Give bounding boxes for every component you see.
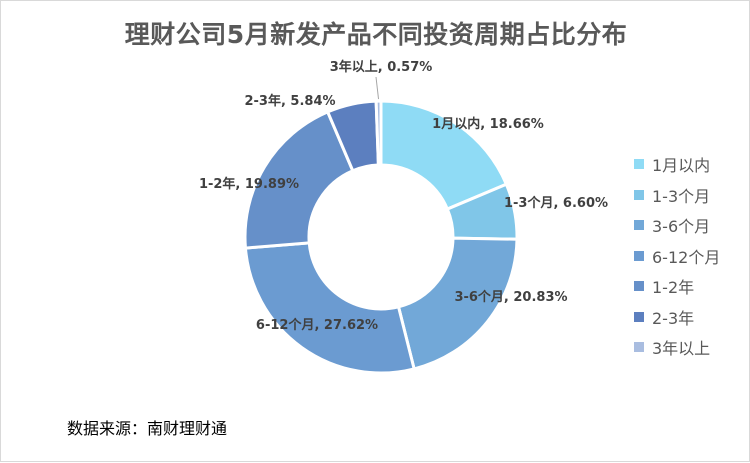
slice-3 [396,236,519,371]
data-label-7: 3年以上, 0.57% [330,59,433,75]
legend-label: 6-12个月 [652,247,721,267]
legend-swatch [634,250,644,261]
legend-swatch [634,342,644,353]
legend-item: 3-6个月 [634,210,720,241]
legend-label: 2-3年 [652,308,695,328]
data-label-1: 1月以内, 18.66% [432,116,544,132]
legend-item: 1-3个月 [634,180,720,211]
legend-swatch [634,281,644,292]
data-label-5: 1-2年, 19.89% [199,176,299,192]
slice-4 [243,241,416,375]
slice-5 [243,109,355,250]
leader-line [375,76,380,100]
legend: 1月以内 1-3个月 3-6个月 6-12个月 1-2年 2-3年 3年以上 [634,149,720,363]
legend-item: 3年以上 [634,332,720,363]
legend-swatch [634,311,644,322]
legend-swatch [634,220,644,231]
legend-item: 1月以内 [634,149,720,180]
data-label-4: 6-12个月, 27.62% [256,317,378,333]
data-label-3: 3-6个月, 20.83% [454,289,567,305]
data-label-6: 2-3年, 5.84% [244,93,335,109]
legend-label: 3年以上 [652,339,711,359]
slice-1 [379,99,509,212]
data-label-2: 1-3个月, 6.60% [504,195,608,211]
legend-swatch [634,189,644,200]
legend-label: 1月以内 [652,156,711,176]
legend-item: 6-12个月 [634,241,720,272]
slice-7 [374,99,383,167]
legend-label: 1-3个月 [652,186,711,206]
source-note: 数据来源：南财理财通 [67,419,228,438]
chart-title: 理财公司5月新发产品不同投资周期占比分布 [124,20,628,49]
legend-item: 2-3年 [634,302,720,333]
legend-label: 1-2年 [652,278,695,298]
legend-item: 1-2年 [634,271,720,302]
legend-swatch [634,159,644,170]
legend-label: 3-6个月 [652,217,711,237]
